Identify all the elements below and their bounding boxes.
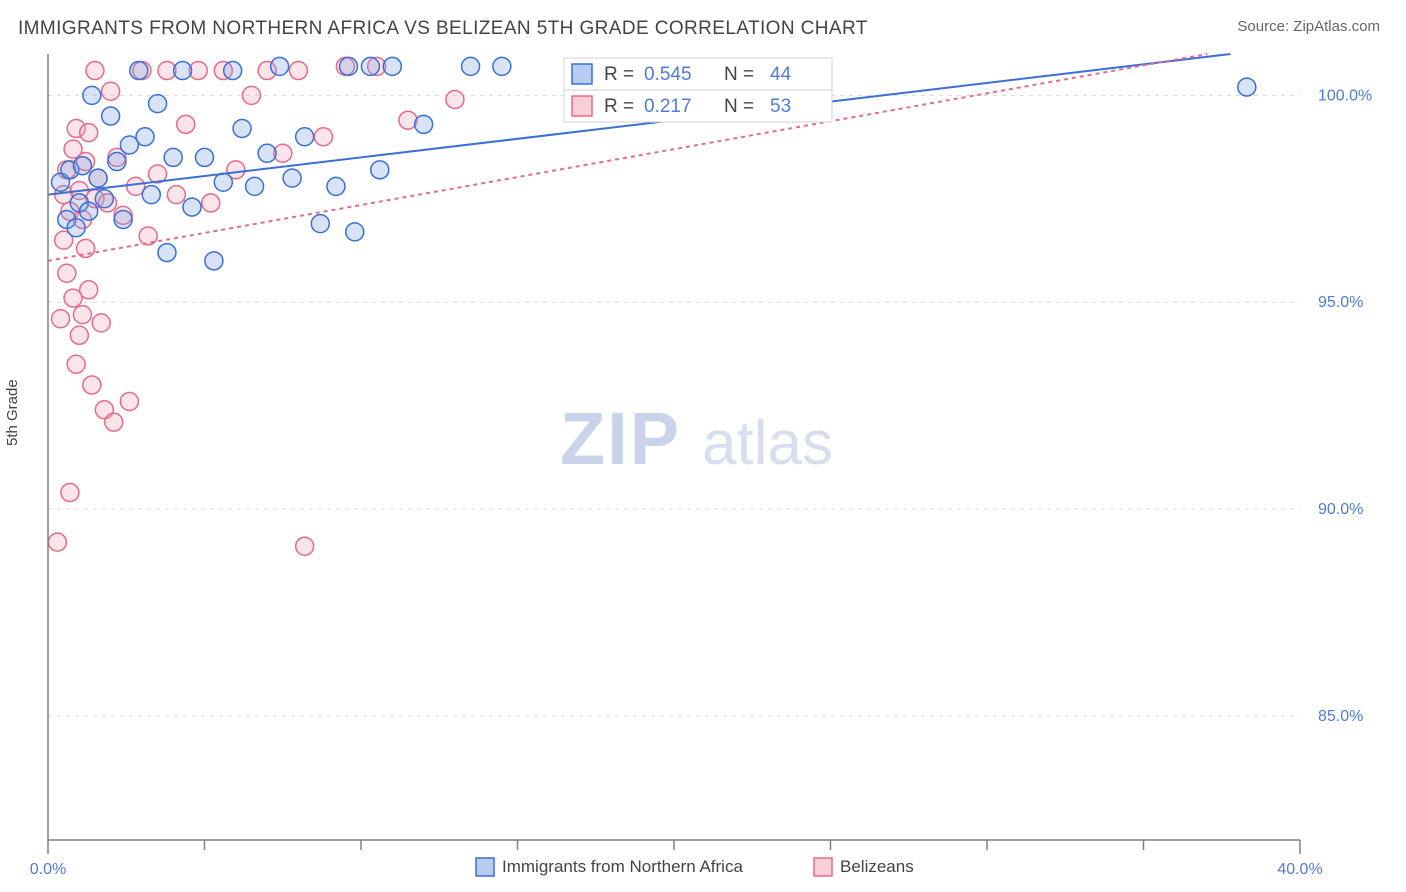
scatter-point [339, 57, 357, 75]
stats-r-value: 0.217 [644, 96, 692, 117]
scatter-point [149, 95, 167, 113]
stats-r-value: 0.545 [644, 64, 692, 85]
scatter-point [89, 169, 107, 187]
legend-swatch [572, 64, 592, 84]
scatter-point [80, 202, 98, 220]
scatter-point [415, 115, 433, 133]
scatter-point [258, 144, 276, 162]
scatter-point [271, 57, 289, 75]
x-tick-label: 40.0% [1277, 861, 1322, 878]
scatter-point [346, 223, 364, 241]
y-tick-label: 90.0% [1318, 501, 1363, 518]
stats-n-label: N = [724, 96, 754, 117]
scatter-point [70, 326, 88, 344]
scatter-point [493, 57, 511, 75]
scatter-point [314, 128, 332, 146]
y-tick-label: 85.0% [1318, 708, 1363, 725]
scatter-point [80, 124, 98, 142]
scatter-point [73, 157, 91, 175]
scatter-point [242, 86, 260, 104]
scatter-point [58, 264, 76, 282]
stats-n-value: 53 [770, 96, 791, 117]
scatter-point [246, 177, 264, 195]
scatter-point [296, 128, 314, 146]
scatter-point [67, 355, 85, 373]
scatter-point [52, 310, 70, 328]
source-attribution: Source: ZipAtlas.com [1237, 18, 1380, 35]
scatter-point [48, 533, 66, 551]
scatter-point [73, 306, 91, 324]
scatter-point [289, 62, 307, 80]
legend-swatch [572, 96, 592, 116]
scatter-point [102, 82, 120, 100]
source-label: Source: [1237, 18, 1289, 35]
scatter-point [371, 161, 389, 179]
scatter-point [167, 186, 185, 204]
scatter-point [80, 281, 98, 299]
scatter-point [77, 239, 95, 257]
scatter-point [86, 62, 104, 80]
scatter-point [233, 119, 251, 137]
stats-n-label: N = [724, 64, 754, 85]
scatter-point [446, 91, 464, 109]
scatter-point [214, 173, 232, 191]
scatter-point [283, 169, 301, 187]
scatter-point [102, 107, 120, 125]
scatter-point [224, 62, 242, 80]
legend-swatch [814, 858, 832, 876]
y-axis-label: 5th Grade [4, 379, 21, 446]
watermark: atlas [702, 409, 833, 478]
scatter-point [67, 219, 85, 237]
scatter-point [83, 376, 101, 394]
scatter-point [202, 194, 220, 212]
scatter-point [139, 227, 157, 245]
scatter-point [108, 153, 126, 171]
y-tick-label: 95.0% [1318, 294, 1363, 311]
scatter-point [1238, 78, 1256, 96]
scatter-point [83, 86, 101, 104]
scatter-point [196, 148, 214, 166]
scatter-point [177, 115, 195, 133]
scatter-point [164, 148, 182, 166]
source-name: ZipAtlas.com [1293, 18, 1380, 35]
watermark: ZIP [560, 397, 681, 480]
scatter-point [114, 210, 132, 228]
chart-area: 5th Grade 85.0% 90.0% 95.0% 100.0% ZIP atlas 0… [0, 46, 1406, 876]
chart-title: IMMIGRANTS FROM NORTHERN AFRICA VS BELIZ… [18, 18, 868, 40]
scatter-point [205, 252, 223, 270]
legend-label: Immigrants from Northern Africa [502, 857, 743, 876]
scatter-point [296, 537, 314, 555]
scatter-point [136, 128, 154, 146]
scatter-point [130, 62, 148, 80]
y-tick-label: 100.0% [1318, 87, 1372, 104]
scatter-point [174, 62, 192, 80]
scatter-point [361, 57, 379, 75]
x-tick-label: 0.0% [30, 861, 66, 878]
scatter-point [95, 190, 113, 208]
scatter-point [183, 198, 201, 216]
scatter-point [311, 215, 329, 233]
scatter-point [61, 484, 79, 502]
stats-r-label: R = [604, 64, 634, 85]
legend-label: Belizeans [840, 857, 914, 876]
scatter-point [327, 177, 345, 195]
scatter-point [105, 413, 123, 431]
scatter-chart: 85.0% 90.0% 95.0% 100.0% ZIP atlas 0.0% 40.0% R … [0, 46, 1406, 892]
stats-n-value: 44 [770, 64, 792, 85]
scatter-point [383, 57, 401, 75]
scatter-point [92, 314, 110, 332]
legend-swatch [476, 858, 494, 876]
scatter-point [462, 57, 480, 75]
scatter-point [158, 244, 176, 262]
scatter-point [142, 186, 160, 204]
stats-r-label: R = [604, 96, 634, 117]
scatter-point [120, 392, 138, 410]
